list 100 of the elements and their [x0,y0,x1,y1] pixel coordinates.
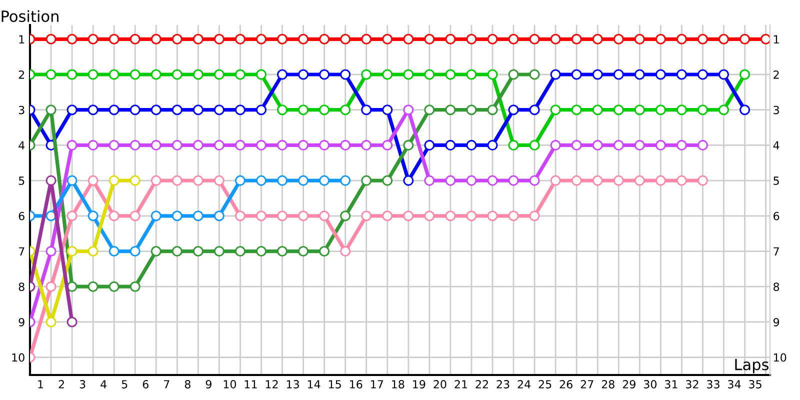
point [340,140,351,150]
y2-tick-label: 1 [774,35,779,44]
point [130,210,140,222]
point [298,175,309,186]
point [276,246,288,257]
point [466,104,477,116]
point [550,104,561,116]
point [298,140,309,150]
point [424,104,435,116]
point [361,140,372,150]
point [508,140,519,150]
y-tick-label: 3 [18,106,24,114]
point [487,34,498,44]
point [592,34,603,44]
x-tick-label: 26 [560,380,572,388]
point [655,34,666,44]
point [529,104,540,116]
point [613,69,624,80]
point [613,34,624,44]
point [88,210,98,222]
point [276,34,288,44]
point [487,104,498,116]
point [697,34,708,44]
x-tick-label: 30 [644,380,656,388]
point [298,210,309,222]
y-tick-label: 9 [18,318,24,326]
point [613,175,624,186]
x-tick-label: 14 [308,380,320,388]
point [172,69,182,80]
x-tick-label: 18 [392,380,404,388]
point [340,104,351,116]
point [88,69,98,80]
point [466,175,477,186]
point [276,69,288,80]
point [276,140,288,150]
point [214,140,224,150]
point [382,104,393,116]
point [550,175,561,186]
point [718,69,730,80]
point [697,104,708,116]
point [192,69,204,80]
point [445,175,456,186]
point [340,34,351,44]
point [739,34,750,44]
point [234,104,246,116]
point [445,140,456,150]
point [108,69,120,80]
point [256,69,267,80]
point [382,69,393,80]
point [655,104,666,116]
point [172,34,182,44]
point [634,140,645,150]
point [676,140,687,150]
point [214,246,224,257]
point [760,34,770,44]
point [192,210,204,222]
x-tick-label: 5 [122,380,128,388]
point [592,69,603,80]
point [361,34,372,44]
point [382,140,393,150]
x-axis-title: Laps [735,358,769,374]
point [66,34,78,44]
y2-tick-label: 6 [774,212,780,220]
y-tick-label: 7 [18,247,24,256]
point [66,175,78,186]
point [445,210,456,222]
point [655,140,666,150]
point [276,104,288,116]
point [66,104,78,116]
point [46,246,56,257]
point [192,140,204,150]
point [718,34,730,44]
point [150,34,162,44]
point [592,140,603,150]
x-tick-label: 21 [454,380,468,388]
x-tick-label: 33 [707,380,720,388]
x-tick-label: 8 [184,380,190,388]
point [361,69,372,80]
point [319,246,330,257]
point [192,34,204,44]
point [234,34,246,44]
y-tick-label: 6 [18,212,24,220]
point [66,69,78,80]
point [172,210,182,222]
point [676,104,687,116]
y2-tick-label: 9 [773,318,780,326]
point [508,34,519,44]
point [150,140,162,150]
point [108,210,120,222]
point [130,140,140,150]
x-tick-label: 11 [244,380,257,388]
point [172,175,182,186]
point [487,175,498,186]
point [613,140,624,150]
point [172,140,182,150]
y2-tick-label: 2 [774,70,779,79]
point [172,246,182,257]
point [256,175,267,186]
point [192,104,204,116]
point [130,246,140,257]
